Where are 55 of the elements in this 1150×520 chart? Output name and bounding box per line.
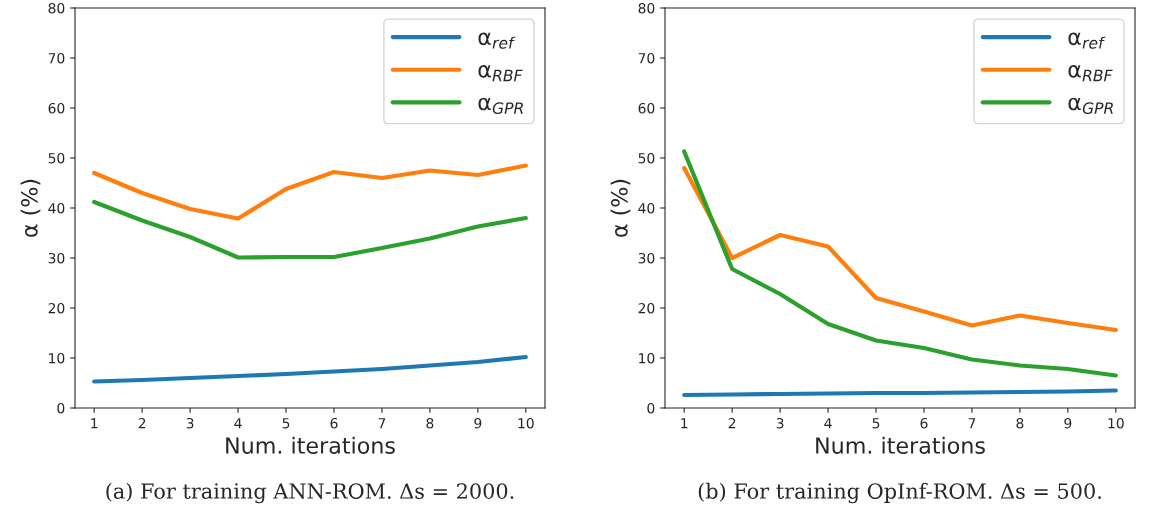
y-tick-label: 80: [638, 2, 655, 14]
x-tick-label: 4: [234, 418, 242, 429]
x-tick-label: 3: [776, 417, 784, 429]
x-tick-label: 2: [138, 417, 146, 429]
legend-label: α$_{GPR}$: [478, 97, 523, 114]
x-tick-label: 9: [1064, 417, 1072, 429]
x-tick-label: 4: [824, 418, 832, 429]
x-tick-label: 3: [186, 417, 194, 429]
line-series: [92, 199, 528, 260]
x-tick-label: 9: [474, 417, 482, 429]
y-tick-label: 30: [638, 252, 655, 264]
y-tick-label: 20: [48, 302, 65, 314]
y-tick-label: 80: [48, 2, 65, 14]
legend-label: α$_{RBF}$: [1068, 65, 1113, 82]
y-tick-label: 30: [48, 252, 65, 264]
y-tick-label: 70: [638, 52, 655, 64]
legend-label: α$_{GPR}$: [1068, 97, 1113, 114]
x-tick-label: 6: [920, 417, 928, 429]
x-tick-label: 10: [518, 417, 534, 429]
y-tick-label: 20: [638, 302, 655, 314]
y-tick-label: 60: [48, 102, 65, 114]
y-tick-label: 60: [638, 102, 655, 114]
x-tick-label: 7: [968, 418, 976, 429]
text: (a) For training ANN-ROM. Δs = 2000.: [106, 482, 514, 504]
y-tick-label: 40: [48, 202, 65, 214]
x-tick-label: 8: [1016, 417, 1024, 429]
x-tick-label: 1: [681, 418, 688, 429]
legend-label: α$_{RBF}$: [478, 65, 523, 82]
y-tick-label: 10: [49, 352, 65, 364]
x-tick-label: 2: [728, 417, 736, 429]
line-series: [92, 354, 528, 384]
y-tick-label: 70: [48, 52, 65, 64]
x-tick-label: 7: [378, 418, 386, 429]
legend-label: α$_{ref}$: [478, 32, 516, 49]
x-tick-label: 5: [872, 418, 880, 429]
x-tick-label: 1: [91, 418, 98, 429]
line-series: [682, 149, 1118, 378]
y-tick-label: 40: [638, 202, 655, 214]
y-tick-label: 10: [639, 352, 655, 364]
y-axis-title: α (%): [20, 179, 41, 237]
x-axis-title: Num. iterations: [816, 436, 985, 454]
y-tick-label: 50: [638, 152, 655, 164]
text: (b) For training OpInf-ROM. Δs = 500.: [698, 482, 1101, 504]
y-tick-label: 50: [48, 152, 65, 164]
y-tick-label: 0: [647, 402, 655, 414]
legend-label: α$_{ref}$: [1068, 32, 1106, 49]
y-axis-title: α (%): [610, 179, 631, 237]
x-tick-label: 6: [330, 417, 338, 429]
line-series: [682, 165, 1118, 333]
x-axis-title: Num. iterations: [226, 436, 395, 454]
x-tick-label: 10: [1108, 417, 1124, 429]
x-tick-label: 5: [282, 418, 290, 429]
y-tick-label: 0: [57, 402, 65, 414]
x-tick-label: 8: [426, 417, 434, 429]
line-series: [92, 163, 528, 221]
